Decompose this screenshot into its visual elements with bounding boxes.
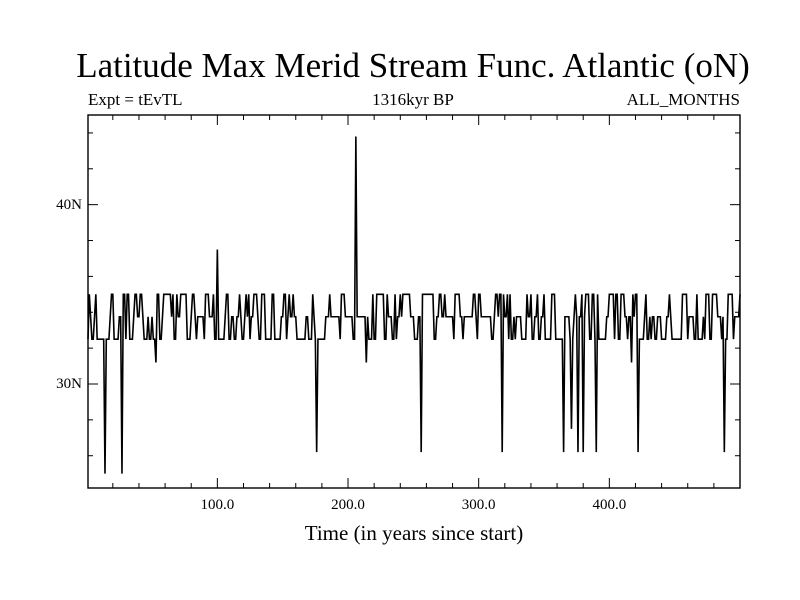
experiment-label: Expt = tEvTL	[88, 90, 183, 109]
series-line	[87, 136, 741, 474]
months-label: ALL_MONTHS	[626, 90, 740, 109]
x-tick-label: 200.0	[331, 497, 365, 513]
chart-title: Latitude Max Merid Stream Func. Atlantic…	[76, 46, 750, 85]
x-axis-label: Time (in years since start)	[304, 521, 524, 545]
x-tick-label: 400.0	[592, 497, 627, 513]
axis-ticks	[88, 115, 740, 488]
x-tick-label: 100.0	[200, 497, 235, 513]
x-tick-label: 300.0	[461, 497, 496, 513]
period-label: 1316kyr BP	[372, 90, 454, 109]
plot-frame	[87, 114, 741, 489]
y-tick-label: 30N	[56, 375, 82, 392]
y-tick-label: 40N	[56, 196, 82, 213]
